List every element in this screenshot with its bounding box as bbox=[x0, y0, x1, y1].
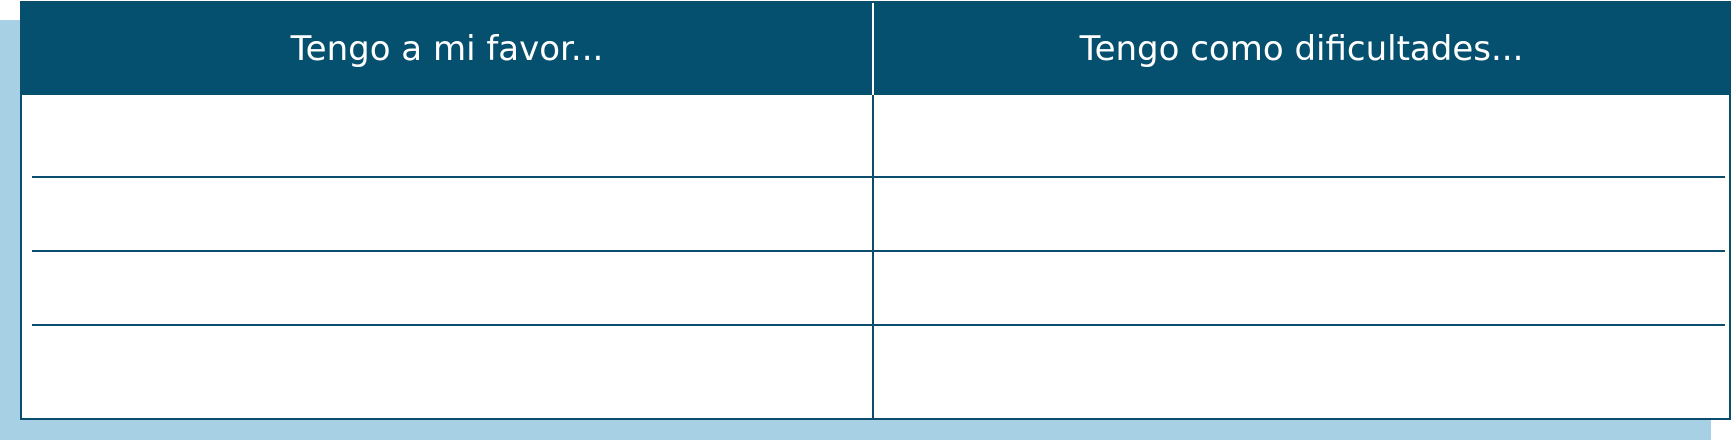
pros-cons-table: Tengo a mi favor... Tengo como dificulta… bbox=[20, 1, 1731, 420]
row-divider bbox=[32, 176, 1725, 178]
column-divider bbox=[872, 95, 874, 418]
column-header-favor: Tengo a mi favor... bbox=[22, 3, 874, 95]
row-divider bbox=[32, 324, 1725, 326]
column-header-dificultades: Tengo como dificultades... bbox=[1079, 29, 1524, 69]
row-divider bbox=[32, 250, 1725, 252]
table-header: Tengo a mi favor... Tengo como dificulta… bbox=[22, 3, 1729, 95]
